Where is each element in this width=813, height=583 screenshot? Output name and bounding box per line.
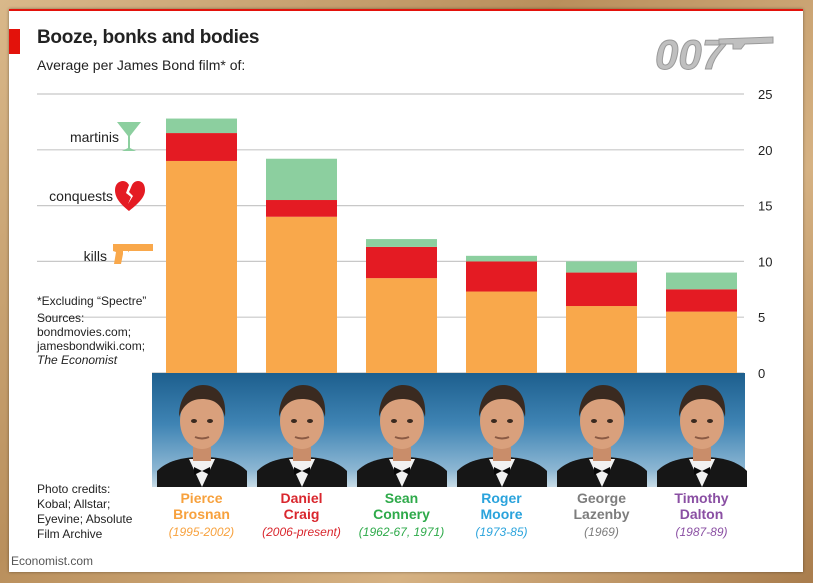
bar-martinis-2 bbox=[366, 239, 437, 247]
actor-years-0: (1995-2002) bbox=[168, 525, 235, 539]
credit-line: Film Archive bbox=[37, 527, 103, 541]
actor-first-name: Daniel bbox=[280, 490, 323, 506]
economist-red-tab bbox=[9, 29, 20, 54]
legend-label-martinis: martinis bbox=[69, 129, 119, 145]
source-2: jamesbondwiki.com; bbox=[37, 339, 146, 353]
actor-first-name: Timothy bbox=[674, 490, 729, 506]
actor-last-name: Brosnan bbox=[173, 506, 230, 522]
footnote: *Excluding “Spectre” bbox=[37, 294, 147, 308]
actor-portrait-2 bbox=[356, 385, 447, 487]
actor-name-4: George Lazenby bbox=[552, 490, 652, 522]
y-axis-ticks: 0 5 10 15 20 25 bbox=[758, 87, 772, 381]
y-tick-label: 20 bbox=[758, 143, 772, 158]
y-tick-label: 15 bbox=[758, 199, 772, 214]
top-rule bbox=[9, 9, 803, 11]
actor-last-name: Moore bbox=[480, 506, 523, 522]
actor-portrait-5 bbox=[656, 385, 747, 487]
actor-first-name: Roger bbox=[481, 490, 522, 506]
credit-line: Eyevine; Absolute bbox=[37, 512, 133, 526]
logo-text: 007 bbox=[655, 31, 727, 77]
actor-last-name: Craig bbox=[283, 506, 320, 522]
actor-first-name: George bbox=[576, 490, 626, 506]
bar-conquests-5 bbox=[666, 289, 737, 312]
bar-kills-5 bbox=[666, 311, 737, 373]
actor-years-3: (1973-85) bbox=[475, 525, 528, 539]
chart-subtitle: Average per James Bond film* of: bbox=[37, 57, 246, 73]
bar-kills-1 bbox=[266, 216, 337, 373]
actor-portrait-4 bbox=[556, 385, 647, 487]
actor-name-1: Daniel Craig bbox=[252, 490, 352, 522]
bars bbox=[166, 118, 737, 373]
actor-name-5: Timothy Dalton bbox=[652, 490, 752, 522]
source-1: bondmovies.com; bbox=[37, 325, 132, 339]
bar-kills-3 bbox=[466, 291, 537, 373]
y-tick-label: 0 bbox=[758, 366, 765, 381]
bar-kills-0 bbox=[166, 160, 237, 373]
actor-portrait-3 bbox=[456, 385, 547, 487]
bar-martinis-1 bbox=[266, 158, 337, 201]
actor-first-name: Sean bbox=[384, 490, 419, 506]
actor-name-2: Sean Connery bbox=[352, 490, 452, 522]
y-tick-label: 5 bbox=[758, 310, 765, 325]
actor-name-3: Roger Moore bbox=[452, 490, 552, 522]
stacked-bar-chart: 0 5 10 15 20 25 bbox=[37, 87, 772, 381]
bar-martinis-4 bbox=[566, 261, 637, 273]
sources-label: Sources: bbox=[37, 311, 85, 325]
bar-conquests-4 bbox=[566, 272, 637, 307]
bar-conquests-1 bbox=[266, 200, 337, 217]
bond-007-logo: 007 bbox=[655, 31, 774, 77]
actor-portrait-0 bbox=[156, 385, 247, 487]
source-line: Economist.com bbox=[11, 554, 94, 568]
logo-gun-barrel bbox=[718, 36, 774, 50]
photo-credits: Photo credits: Kobal; Allstar; Eyevine; … bbox=[37, 482, 132, 542]
actor-first-name: Pierce bbox=[180, 490, 223, 506]
pistol-icon bbox=[113, 244, 153, 264]
actor-photo-strip bbox=[152, 373, 747, 487]
broken-heart-icon bbox=[115, 181, 145, 211]
actor-years-1: (2006-present) bbox=[262, 525, 341, 539]
bar-conquests-3 bbox=[466, 261, 537, 292]
bar-martinis-0 bbox=[166, 118, 237, 134]
actor-last-name: Connery bbox=[373, 506, 430, 522]
bar-conquests-0 bbox=[166, 133, 237, 161]
actor-years-2: (1962-67, 1971) bbox=[358, 525, 445, 539]
actor-portrait-1 bbox=[256, 385, 347, 487]
actor-last-name: Dalton bbox=[679, 506, 724, 522]
source-3: The Economist bbox=[37, 353, 118, 367]
bar-kills-4 bbox=[566, 306, 637, 373]
legend-label-conquests: conquests bbox=[49, 188, 113, 204]
actor-years-4: (1969) bbox=[584, 525, 619, 539]
actor-name-0: Pierce Brosnan bbox=[152, 490, 252, 522]
bar-martinis-5 bbox=[666, 272, 737, 290]
y-tick-label: 25 bbox=[758, 87, 772, 102]
chart-card: Booze, bonks and bodies Average per Jame… bbox=[9, 9, 803, 572]
bar-martinis-3 bbox=[466, 255, 537, 262]
martini-icon bbox=[117, 122, 141, 151]
credit-line: Photo credits: bbox=[37, 482, 111, 496]
bar-kills-2 bbox=[366, 278, 437, 373]
bar-conquests-2 bbox=[366, 246, 437, 279]
credit-line: Kobal; Allstar; bbox=[37, 497, 111, 511]
y-tick-label: 10 bbox=[758, 254, 772, 269]
legend-label-kills: kills bbox=[83, 248, 107, 264]
actor-last-name: Lazenby bbox=[573, 506, 630, 522]
actor-years-5: (1987-89) bbox=[675, 525, 728, 539]
chart-title: Booze, bonks and bodies bbox=[37, 27, 260, 48]
